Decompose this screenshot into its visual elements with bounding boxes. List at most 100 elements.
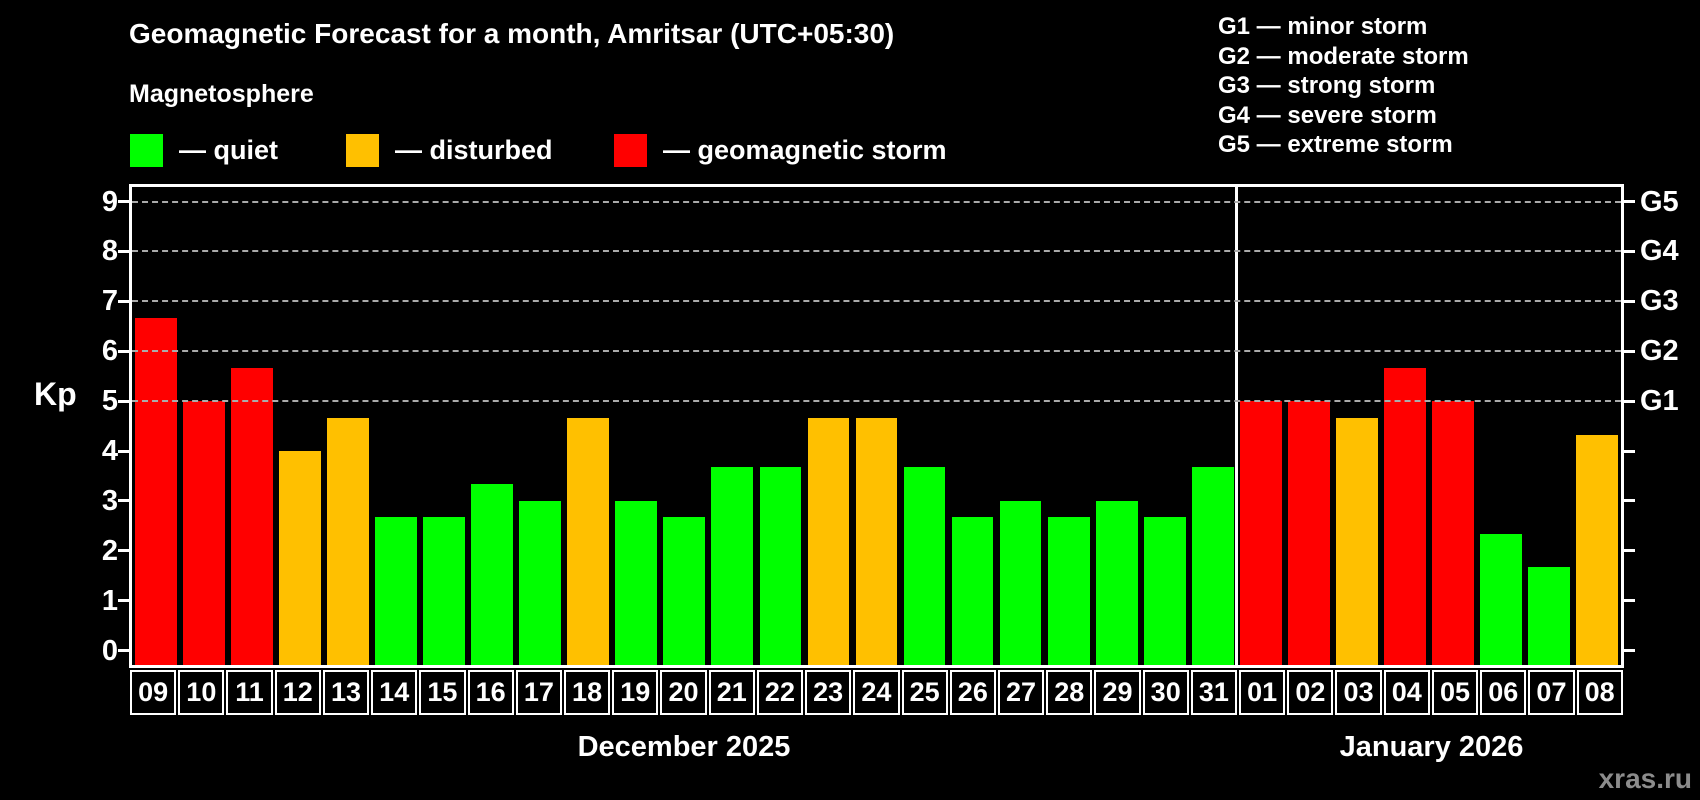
left-tick-kp-5 xyxy=(118,399,130,403)
kp-bar-day-01-storm xyxy=(1239,401,1282,665)
day-label-19: 19 xyxy=(612,670,659,715)
kp-bar-day-11-storm xyxy=(231,367,273,665)
bar-slot-day-05 xyxy=(1429,187,1477,665)
bar-slot-day-15 xyxy=(420,187,468,665)
left-tick-kp-8 xyxy=(118,249,130,253)
month-separator-line xyxy=(1235,187,1239,665)
day-label-13: 13 xyxy=(322,670,370,715)
right-tick-kp-7 xyxy=(1623,299,1635,303)
day-label-22: 22 xyxy=(756,670,804,715)
bar-slot-day-02 xyxy=(1285,187,1333,665)
g-scale-label-g5: G5 xyxy=(1640,185,1679,218)
kp-bar-day-26-quiet xyxy=(951,517,994,665)
day-label-20: 20 xyxy=(660,670,707,715)
right-tick-kp-3 xyxy=(1623,499,1635,503)
kp-bar-day-14-quiet xyxy=(375,517,418,665)
left-tick-kp-6 xyxy=(118,349,130,353)
y-axis-tick-labels: 0 1 2 3 4 5 6 7 8 9 xyxy=(0,185,118,667)
gridline-kp-7 xyxy=(132,300,1621,303)
day-label-28: 28 xyxy=(1046,670,1093,715)
left-tick-kp-2 xyxy=(118,549,130,553)
day-label-23: 23 xyxy=(805,670,852,715)
y-tick-label-7: 7 xyxy=(101,285,118,318)
kp-bar-day-27-quiet xyxy=(999,500,1042,665)
day-label-17: 17 xyxy=(515,670,562,715)
left-tick-kp-7 xyxy=(118,299,130,303)
day-label-15: 15 xyxy=(419,670,466,715)
bar-slot-day-19 xyxy=(612,187,660,665)
left-tick-kp-3 xyxy=(118,499,130,503)
right-tick-kp-9 xyxy=(1623,200,1635,203)
bar-slot-day-09 xyxy=(132,187,180,665)
y-tick-label-6: 6 xyxy=(101,335,118,368)
day-label-31: 31 xyxy=(1190,670,1238,715)
bars-container xyxy=(132,187,1621,665)
bar-slot-day-14 xyxy=(372,187,420,665)
kp-bar-day-23-disturbed xyxy=(807,417,850,665)
y-tick-label-3: 3 xyxy=(101,484,118,517)
bar-slot-day-01 xyxy=(1237,187,1285,665)
g-legend-line-g3: G3 — strong storm xyxy=(1218,72,1436,99)
right-tick-kp-4 xyxy=(1623,449,1635,453)
bar-slot-day-06 xyxy=(1477,187,1525,665)
legend-item-disturbed: — disturbed xyxy=(346,134,553,167)
kp-bar-day-09-storm xyxy=(135,317,177,665)
kp-bar-day-16-quiet xyxy=(471,484,514,665)
day-axis-row: 09 10 11 12 13 14 15 16 17 18 19 20 21 22 23 24 25 26 27 28… xyxy=(129,670,1624,715)
bar-slot-day-17 xyxy=(516,187,564,665)
g-legend-line-g1: G1 — minor storm xyxy=(1218,13,1428,40)
bar-slot-day-10 xyxy=(180,187,228,665)
kp-bar-day-03-disturbed xyxy=(1335,417,1378,665)
day-label-06: 06 xyxy=(1480,670,1527,715)
g-legend-line-g4: G4 — severe storm xyxy=(1218,101,1437,129)
kp-bar-day-30-quiet xyxy=(1143,517,1186,665)
kp-bar-day-02-storm xyxy=(1287,401,1330,665)
g-legend-line-g5: G5 — extreme storm xyxy=(1218,131,1453,158)
legend-label-storm: — geomagnetic storm xyxy=(663,135,947,165)
y-tick-label-9: 9 xyxy=(101,185,118,218)
kp-bar-day-05-storm xyxy=(1431,401,1474,665)
bar-slot-day-24 xyxy=(852,187,900,665)
day-label-12: 12 xyxy=(274,670,321,715)
right-tick-kp-5 xyxy=(1623,399,1635,403)
legend-item-storm: — geomagnetic storm xyxy=(614,134,947,167)
bar-slot-day-20 xyxy=(660,187,708,665)
bar-slot-day-25 xyxy=(901,187,949,665)
g-scale-label-g2: G2 xyxy=(1640,335,1679,368)
watermark: xras.ru xyxy=(1598,763,1692,794)
day-label-03: 03 xyxy=(1335,670,1382,715)
kp-bar-day-06-quiet xyxy=(1479,534,1522,665)
gridline-kp-6 xyxy=(132,350,1621,353)
kp-bar-day-13-disturbed xyxy=(327,417,370,665)
gridline-kp-5 xyxy=(132,400,1621,403)
bar-slot-day-27 xyxy=(997,187,1045,665)
kp-bar-day-15-quiet xyxy=(423,517,466,665)
gridline-kp-8 xyxy=(132,250,1621,253)
quiet-color-swatch xyxy=(130,134,163,167)
y-tick-label-0: 0 xyxy=(101,634,118,667)
day-label-07: 07 xyxy=(1528,670,1575,715)
bar-slot-day-11 xyxy=(228,187,276,665)
bar-slot-day-08 xyxy=(1573,187,1621,665)
kp-bar-day-25-quiet xyxy=(903,467,946,665)
kp-bar-day-24-disturbed xyxy=(855,417,898,665)
disturbed-color-swatch xyxy=(346,134,379,167)
day-label-16: 16 xyxy=(467,670,514,715)
chart-title: Geomagnetic Forecast for a month, Amrits… xyxy=(129,18,895,49)
bar-slot-day-04 xyxy=(1381,187,1429,665)
day-label-29: 29 xyxy=(1094,670,1141,715)
day-label-24: 24 xyxy=(853,670,900,715)
day-label-21: 21 xyxy=(708,670,755,715)
g-scale-label-g3: G3 xyxy=(1640,285,1679,318)
day-label-27: 27 xyxy=(997,670,1045,715)
day-label-18: 18 xyxy=(563,670,611,715)
bar-slot-day-22 xyxy=(756,187,804,665)
kp-bar-day-20-quiet xyxy=(663,517,706,665)
day-label-02: 02 xyxy=(1287,670,1334,715)
g-scale-legend: G1 — minor storm G2 — moderate storm G3 … xyxy=(1218,12,1469,160)
y-tick-label-8: 8 xyxy=(101,235,118,268)
bar-slot-day-28 xyxy=(1045,187,1093,665)
kp-bar-day-22-quiet xyxy=(759,467,802,665)
g-scale-label-g1: G1 xyxy=(1640,385,1679,418)
g-scale-label-g4: G4 xyxy=(1640,235,1679,268)
